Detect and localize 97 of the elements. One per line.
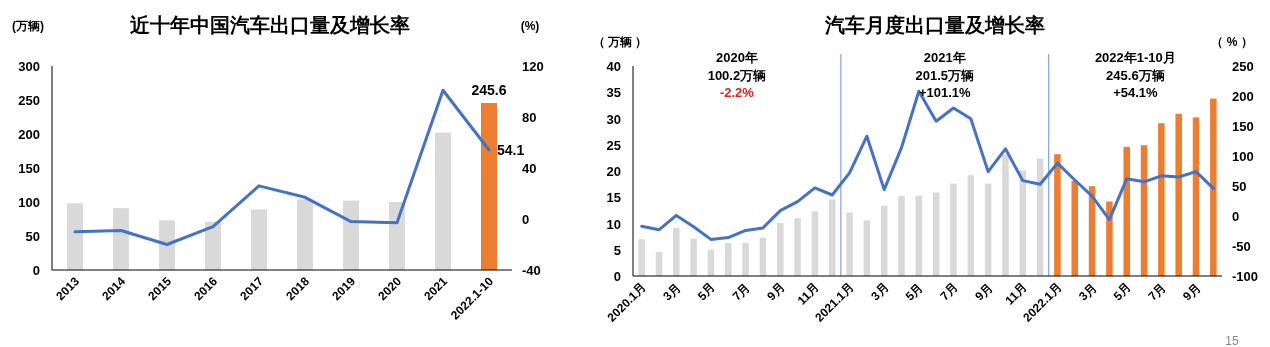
bar (297, 199, 313, 270)
y-tick-label: 15 (606, 190, 621, 206)
y2-tick-label: -100 (1232, 269, 1259, 284)
y-tick-label: 0 (32, 263, 40, 278)
x-tick-label: 9月 (1180, 280, 1204, 304)
y-tick-label: 25 (606, 137, 621, 153)
annotation: -2.2% (719, 85, 755, 100)
y-tick-label: 40 (606, 59, 621, 74)
bar (794, 218, 801, 276)
bar (984, 183, 992, 276)
x-tick-label: 5月 (902, 280, 926, 304)
bar (67, 203, 83, 270)
bar (673, 227, 680, 276)
annotation: +101.1% (918, 85, 972, 100)
bar (1192, 117, 1200, 276)
x-tick-label: 5月 (1110, 280, 1134, 304)
bar (915, 195, 923, 276)
bar (777, 222, 784, 276)
chart-title: 近十年中国汽车出口量及增长率 (129, 14, 410, 36)
bar (811, 211, 819, 276)
y-tick-label: 30 (606, 111, 621, 127)
bar (343, 200, 359, 270)
bar (898, 195, 905, 276)
bar (251, 209, 267, 270)
data-label: 54.1 (497, 142, 525, 159)
bar (205, 221, 221, 270)
x-tick-label: 9月 (972, 280, 996, 304)
x-tick-label: 3月 (660, 280, 684, 304)
bar (389, 202, 405, 270)
y2-tick-label: 120 (522, 59, 544, 74)
bar (967, 175, 975, 276)
x-tick-label: 9月 (764, 280, 788, 304)
bar (880, 205, 888, 276)
x-tick-label: 7月 (729, 280, 753, 304)
y2-tick-label: 250 (1232, 59, 1254, 74)
bar (1054, 154, 1061, 276)
y2-tick-label: -40 (522, 263, 541, 278)
text: 15 (1225, 334, 1239, 347)
bar (725, 242, 732, 276)
y-tick-label: 0 (613, 269, 621, 284)
y-tick-label: 150 (18, 161, 40, 176)
y2-tick-label: 200 (1232, 89, 1254, 104)
bar (1175, 113, 1182, 276)
text: 2021年 (923, 50, 966, 65)
y2-tick-label: 50 (1232, 179, 1247, 194)
bar (1140, 145, 1148, 276)
bar (638, 239, 645, 276)
annotation: 201.5万辆 (915, 68, 975, 83)
text: 2020年 (715, 50, 758, 65)
bar (828, 199, 836, 276)
y2-tick-label: -50 (1232, 239, 1251, 254)
y2-tick-label: 40 (522, 161, 537, 176)
y-tick-label: 10 (606, 216, 621, 232)
bar (1002, 154, 1009, 276)
y2-axis-title: （ % ） (1211, 35, 1253, 49)
y2-tick-label: 100 (1232, 149, 1254, 164)
y-tick-label: 50 (25, 229, 40, 244)
y-tick-label: 250 (18, 93, 40, 108)
y2-tick-label: 0 (522, 212, 530, 227)
data-label: 245.6 (471, 81, 507, 98)
x-tick-label: 3月 (868, 280, 892, 304)
bar (1123, 146, 1130, 276)
y-tick-label: 300 (18, 59, 40, 74)
y2-tick-label: 150 (1232, 119, 1254, 134)
bar (1106, 201, 1113, 276)
y-tick-label: 5 (613, 242, 621, 258)
bar (863, 220, 871, 276)
y2-tick-label: 80 (522, 110, 537, 125)
y-tick-label: 100 (18, 195, 40, 210)
y2-tick-label: 0 (1232, 209, 1240, 224)
annotation: 245.6万辆 (1106, 68, 1165, 83)
bar (1158, 123, 1165, 276)
y-axis-title: （ 万辆 ） (592, 35, 648, 49)
x-tick-label: 7月 (937, 280, 961, 304)
y2-axis-title: (%) (520, 19, 540, 33)
bar (950, 183, 957, 276)
chart-title: 汽车月度出口量及增长率 (824, 14, 1045, 36)
y-axis-title: (万辆) (12, 19, 44, 33)
x-tick-label: 7月 (1145, 280, 1169, 304)
bar (113, 208, 129, 270)
y-tick-label: 200 (18, 127, 40, 142)
annotation: 100.2万辆 (707, 68, 767, 83)
bar (932, 192, 940, 276)
x-tick-label: 5月 (694, 280, 719, 304)
y-tick-label: 35 (606, 85, 621, 101)
bar (481, 102, 497, 270)
annotation: +54.1% (1113, 85, 1159, 100)
bar (846, 212, 853, 276)
bar (435, 132, 451, 270)
bar (690, 238, 697, 276)
bar (159, 220, 175, 270)
x-tick-label: 3月 (1076, 280, 1100, 304)
text: 2022年1-10月 (1094, 50, 1176, 65)
bar (742, 242, 749, 276)
bar (1071, 180, 1078, 276)
bar (1210, 98, 1217, 276)
y-tick-label: 20 (606, 164, 621, 179)
